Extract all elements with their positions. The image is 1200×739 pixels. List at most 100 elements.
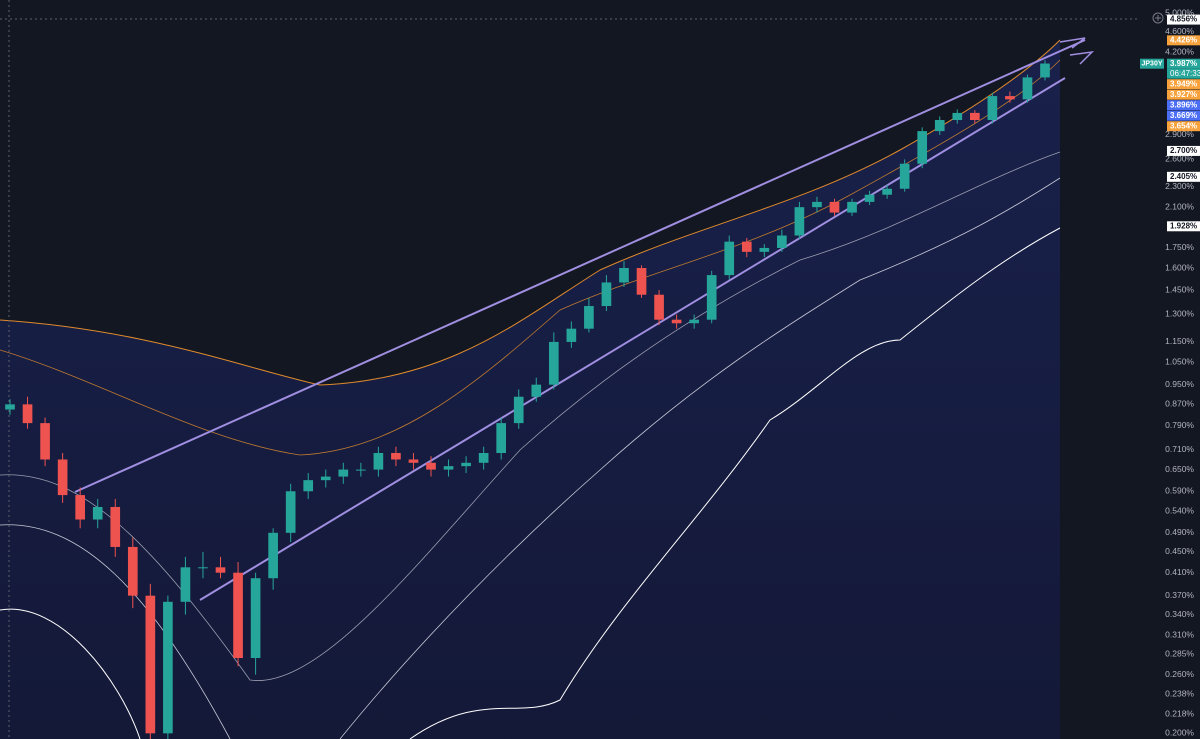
candle-body	[899, 163, 910, 189]
candle-body	[338, 469, 349, 477]
candle-body	[391, 453, 401, 460]
y-tick-label: 0.340%	[1165, 609, 1194, 619]
candle-body	[882, 188, 892, 195]
candle-body	[127, 546, 138, 596]
candle-body	[57, 459, 68, 496]
countdown-badge	[1167, 68, 1200, 79]
axis-labels: 5.000% 4.600% 4.200% 2.900% 2.600% 2.300% 2.10…	[1140, 7, 1200, 738]
candle-body	[285, 491, 296, 533]
lower-band-1	[0, 151, 1061, 681]
candle-body	[215, 567, 226, 573]
candle-body	[917, 131, 928, 164]
y-tick-label: 0.790%	[1165, 420, 1194, 430]
price-badge-label: 4.856%	[1170, 15, 1197, 24]
y-tick-label: 1.150%	[1165, 336, 1194, 346]
candle-body	[268, 532, 278, 579]
candle-body	[22, 404, 33, 424]
price-badge-label: 2.405%	[1170, 172, 1197, 181]
y-tick-label: 5.000%	[1165, 7, 1194, 17]
price-badge-label: 1.928%	[1170, 221, 1197, 230]
crosshair-button[interactable]	[1152, 12, 1164, 24]
candle-body	[145, 595, 156, 734]
candle-body	[847, 201, 857, 213]
price-badge-label: 4.426%	[1170, 35, 1197, 44]
candle-body	[566, 328, 577, 342]
y-tick-label: 4.200%	[1165, 46, 1194, 56]
y-tick-label: 1.050%	[1165, 357, 1194, 367]
y-tick-label: 0.450%	[1165, 546, 1194, 556]
candle-body	[601, 282, 612, 307]
band-fill	[0, 40, 1060, 739]
candle-body	[531, 384, 542, 397]
candle-body	[478, 453, 489, 463]
y-tick-label: 1.750%	[1165, 242, 1194, 252]
price-badge	[1167, 110, 1200, 121]
candle-body	[654, 294, 664, 320]
candle-body	[163, 601, 173, 734]
y-tick-label: 0.370%	[1165, 590, 1194, 600]
price-badge	[1167, 100, 1200, 111]
countdown-label: 06:47:33	[1170, 69, 1200, 78]
price-badge	[1167, 35, 1200, 46]
price-badge	[1167, 221, 1200, 232]
price-badge-label: 3.896%	[1170, 100, 1197, 109]
candle-body	[1022, 77, 1033, 100]
candle-body	[250, 578, 261, 659]
candle-body	[794, 207, 805, 236]
y-tick-label: 0.410%	[1165, 567, 1194, 577]
candle-body	[706, 275, 717, 320]
y-tick-label: 0.200%	[1165, 728, 1194, 738]
candle-body	[619, 268, 629, 283]
price-badge	[1167, 79, 1200, 90]
candle-body	[952, 112, 963, 121]
candle-body	[443, 466, 454, 470]
candle-body	[1040, 63, 1050, 78]
candle-body	[812, 201, 822, 208]
channel-lower	[199, 77, 1066, 601]
candle-body	[461, 462, 471, 467]
candle-body	[496, 423, 507, 454]
price-badge-label: 3.927%	[1170, 90, 1197, 99]
price-badge-label: 3.949%	[1170, 79, 1197, 88]
candle-body	[513, 396, 524, 424]
y-tick-label: 1.600%	[1165, 262, 1194, 272]
y-tick-label: 4.600%	[1165, 26, 1194, 36]
price-badge	[1167, 14, 1200, 25]
y-tick-label: 0.310%	[1165, 630, 1194, 640]
y-tick-label: 0.710%	[1165, 444, 1194, 454]
y-tick-label: 2.100%	[1165, 201, 1194, 211]
candle-body	[303, 480, 314, 492]
price-badge	[1167, 89, 1200, 100]
y-tick-label: 1.300%	[1165, 309, 1194, 319]
candle-body	[548, 341, 559, 385]
lower-band-3	[0, 227, 1061, 739]
y-tick-label: 2.600%	[1165, 154, 1194, 164]
symbol-badge	[1140, 58, 1164, 69]
candle-body	[671, 319, 682, 324]
candle-body	[777, 235, 787, 248]
price-badge-label: 2.700%	[1170, 146, 1197, 155]
symbol-name: JP30Y	[1141, 61, 1162, 68]
price-badge-label: 3.654%	[1170, 121, 1197, 130]
candle-body	[408, 459, 419, 463]
candle-body	[724, 241, 735, 276]
channel-upper	[74, 39, 1086, 493]
y-tick-label: 0.285%	[1165, 648, 1194, 658]
y-tick-label: 2.300%	[1165, 181, 1194, 191]
arrow-head	[1059, 37, 1095, 65]
y-tick-label: 0.238%	[1165, 689, 1194, 699]
y-tick-label: 0.650%	[1165, 464, 1194, 474]
candle-body	[426, 462, 436, 470]
price-badge	[1167, 171, 1200, 182]
y-tick-label: 2.900%	[1165, 129, 1194, 139]
candle-body	[934, 120, 945, 132]
upper-envelope	[0, 39, 1061, 386]
candle-body	[829, 201, 840, 213]
candle-body	[741, 241, 752, 252]
price-badge-label: 3.669%	[1170, 111, 1197, 120]
candle-body	[180, 567, 191, 602]
candle-body	[373, 453, 384, 470]
candle-body	[92, 506, 103, 520]
candle-body	[987, 96, 998, 121]
